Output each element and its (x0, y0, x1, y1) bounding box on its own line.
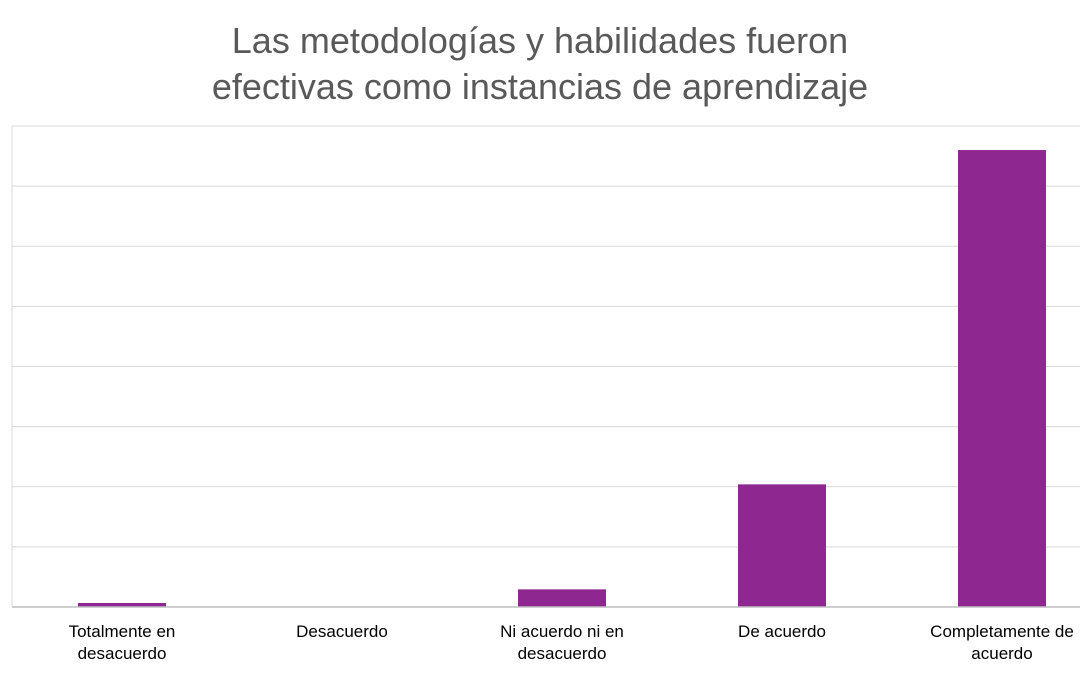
chart-title: Las metodologías y habilidades fueron ef… (0, 18, 1080, 110)
x-tick-label-4-line-0: Completamente de (930, 622, 1074, 641)
x-tick-label-2-line-1: desacuerdo (518, 644, 607, 663)
bar-3 (738, 484, 826, 607)
x-tick-label-1: Desacuerdo (296, 622, 388, 641)
x-tick-label-4: Completamente de acuerdo (930, 622, 1074, 663)
x-tick-label-2-line-0: Ni acuerdo ni en (500, 622, 624, 641)
chart-title-line-2: efectivas como instancias de aprendizaje (211, 66, 869, 107)
x-tick-label-0-line-0: Totalmente en (69, 622, 176, 641)
bar-4 (958, 150, 1046, 608)
x-tick-label-3: De acuerdo (738, 622, 826, 641)
x-tick-label-0: Totalmente en desacuerdo (69, 622, 176, 663)
x-tick-label-0-line-1: desacuerdo (78, 644, 167, 663)
x-tick-label-4-line-1: acuerdo (971, 644, 1032, 663)
x-tick-label-3-line-0: De acuerdo (738, 622, 826, 641)
bar-2 (518, 589, 606, 607)
bar-0 (78, 602, 166, 607)
chart-title-line-1: Las metodologías y habilidades fueron (231, 20, 849, 61)
x-tick-label-1-line-0: Desacuerdo (296, 622, 388, 641)
x-tick-label-2: Ni acuerdo ni en desacuerdo (500, 622, 624, 663)
